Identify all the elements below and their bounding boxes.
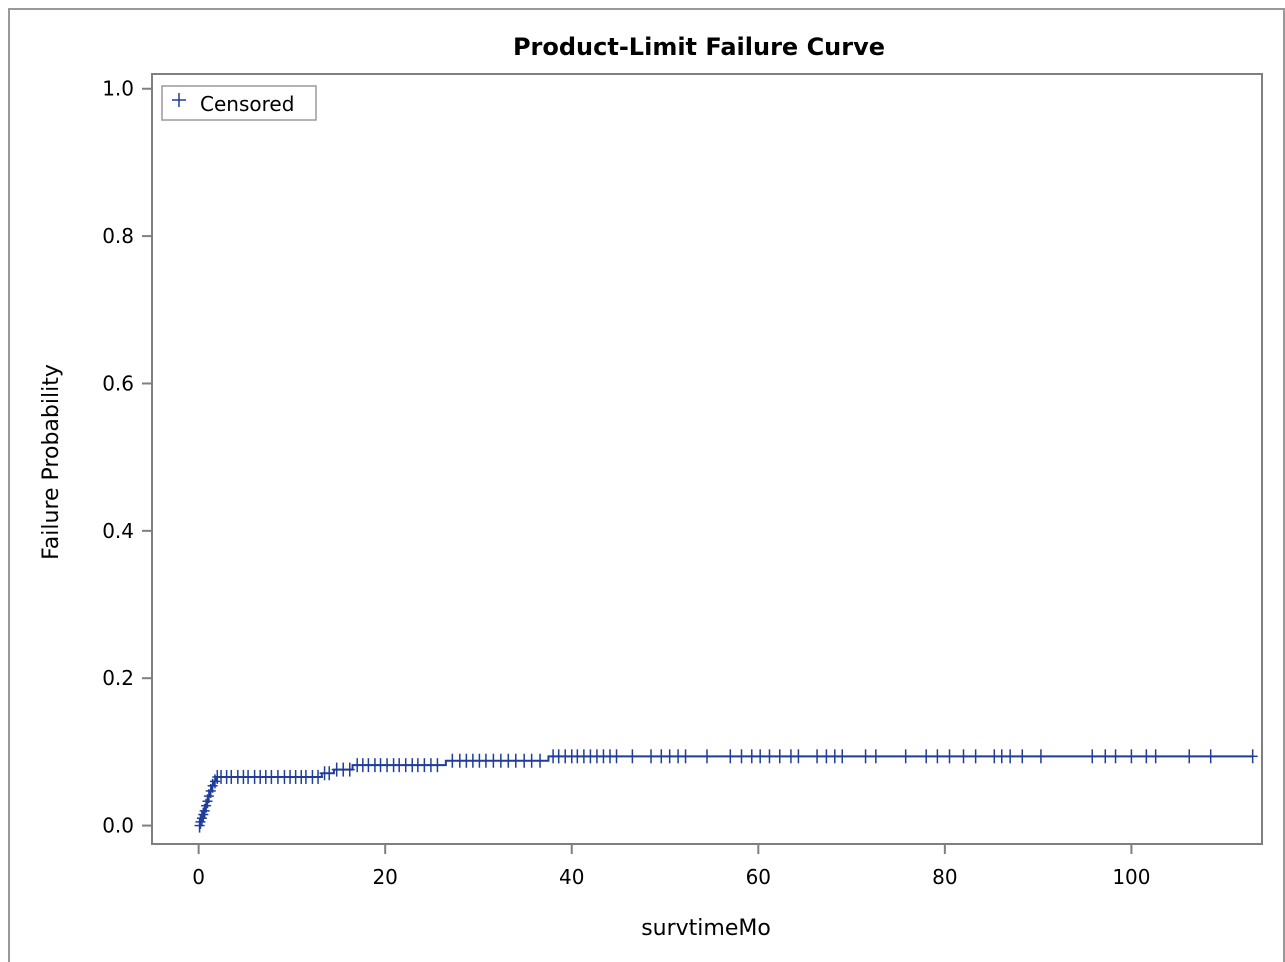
x-tick-label: 20 bbox=[372, 865, 397, 889]
censored-mark bbox=[860, 749, 871, 764]
censored-mark bbox=[664, 749, 675, 764]
censored-mark bbox=[921, 749, 932, 764]
y-tick-label: 0.0 bbox=[102, 814, 134, 838]
x-axis-label: survtimeMo bbox=[641, 916, 771, 941]
censored-mark bbox=[870, 749, 881, 764]
y-tick-label: 0.8 bbox=[102, 224, 134, 248]
censored-mark bbox=[1017, 749, 1028, 764]
legend: Censored bbox=[161, 85, 317, 121]
censored-mark bbox=[1005, 749, 1016, 764]
x-tick-label: 40 bbox=[559, 865, 584, 889]
censored-mark bbox=[656, 749, 667, 764]
x-axis: 0 20 40 60 80 100 bbox=[192, 844, 1151, 889]
censored-mark bbox=[1100, 749, 1111, 764]
x-tick-label: 0 bbox=[192, 865, 205, 889]
censored-mark bbox=[680, 749, 691, 764]
censored-mark bbox=[900, 749, 911, 764]
x-tick-label: 80 bbox=[932, 865, 957, 889]
censored-mark bbox=[1126, 749, 1137, 764]
censored-mark bbox=[344, 762, 355, 777]
censored-mark bbox=[646, 749, 657, 764]
censored-mark bbox=[932, 749, 943, 764]
censored-mark bbox=[432, 758, 443, 773]
censored-mark bbox=[196, 811, 207, 826]
censored-mark bbox=[1110, 749, 1121, 764]
censored-mark bbox=[774, 749, 785, 764]
legend-box bbox=[161, 85, 317, 121]
censored-mark bbox=[198, 807, 209, 822]
chart-frame bbox=[8, 8, 1285, 962]
x-tick-label: 60 bbox=[746, 865, 771, 889]
chart-title: Product-Limit Failure Curve bbox=[513, 33, 885, 61]
censored-mark bbox=[944, 749, 955, 764]
censored-mark bbox=[746, 749, 757, 764]
y-axis: 0.0 0.2 0.4 0.6 0.8 1.0 bbox=[102, 77, 152, 838]
censored-mark bbox=[702, 749, 712, 764]
censored-mark bbox=[510, 753, 521, 768]
censored-mark bbox=[1087, 749, 1098, 764]
plot-area bbox=[151, 73, 1263, 845]
censored-mark bbox=[195, 814, 206, 829]
censored-mark bbox=[793, 749, 804, 764]
legend-censored-label: Censored bbox=[200, 92, 294, 116]
censored-mark bbox=[764, 749, 775, 764]
y-axis-label: Failure Probability bbox=[39, 364, 64, 560]
censored-mark bbox=[324, 766, 335, 781]
censored-mark bbox=[821, 749, 832, 764]
censored-marks bbox=[194, 749, 1258, 833]
censored-mark bbox=[1150, 749, 1161, 764]
censored-mark bbox=[736, 749, 747, 764]
censored-mark bbox=[812, 749, 823, 764]
censored-mark bbox=[535, 753, 546, 768]
censored-mark bbox=[1247, 749, 1258, 764]
censored-mark bbox=[837, 749, 848, 764]
censored-mark bbox=[1141, 749, 1152, 764]
censored-mark bbox=[755, 749, 766, 764]
y-tick-label: 1.0 bbox=[102, 77, 134, 101]
censored-mark bbox=[1205, 749, 1216, 764]
censored-mark bbox=[958, 749, 969, 764]
censored-mark bbox=[627, 749, 638, 764]
censored-mark bbox=[611, 749, 622, 764]
x-tick-label: 100 bbox=[1112, 865, 1150, 889]
y-tick-label: 0.2 bbox=[102, 666, 134, 690]
censored-mark bbox=[1184, 749, 1195, 764]
censored-mark bbox=[1035, 749, 1046, 764]
censored-mark bbox=[996, 749, 1007, 764]
y-tick-label: 0.4 bbox=[102, 519, 134, 543]
censored-mark bbox=[970, 749, 981, 764]
censored-mark bbox=[313, 769, 324, 784]
legend-censored-symbol bbox=[172, 93, 186, 107]
censored-mark bbox=[725, 749, 736, 764]
censored-mark bbox=[194, 818, 205, 833]
censored-mark bbox=[526, 753, 537, 768]
y-tick-label: 0.6 bbox=[102, 371, 134, 395]
